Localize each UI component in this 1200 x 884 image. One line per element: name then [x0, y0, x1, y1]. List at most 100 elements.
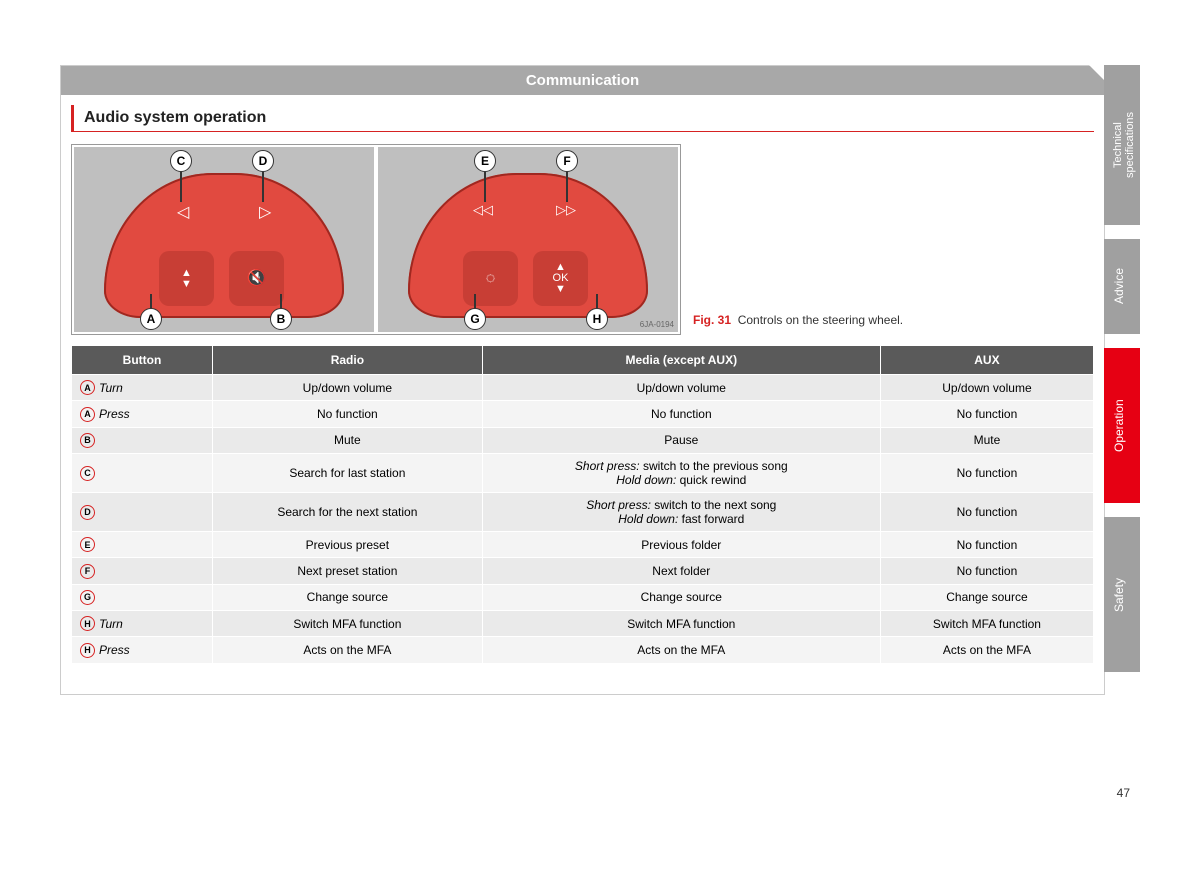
next-track-icon: ▷: [259, 202, 271, 222]
button-cell: G: [72, 585, 212, 610]
aux-cell: Mute: [881, 428, 1093, 453]
table-row: GChange sourceChange sourceChange source: [72, 585, 1093, 610]
tab-operation[interactable]: Operation: [1104, 348, 1140, 503]
letter-badge: F: [80, 564, 95, 579]
button-cell: H Turn: [72, 611, 212, 636]
letter-badge: E: [80, 537, 95, 552]
callout-h: H: [586, 294, 608, 330]
tab-advice[interactable]: Advice: [1104, 239, 1140, 334]
aux-cell: Up/down volume: [881, 375, 1093, 400]
radio-cell: Search for last station: [213, 454, 482, 492]
radio-cell: Switch MFA function: [213, 611, 482, 636]
media-cell: Short press: switch to the next songHold…: [483, 493, 880, 531]
letter-badge: A: [80, 407, 95, 422]
radio-cell: Up/down volume: [213, 375, 482, 400]
letter-badge: A: [80, 380, 95, 395]
page-header: Communication: [61, 66, 1104, 95]
letter-badge: H: [80, 643, 95, 658]
callout-c: C: [170, 150, 192, 202]
media-cell: Short press: switch to the previous song…: [483, 454, 880, 492]
vol-up-icon: ▲: [181, 268, 192, 279]
callout-a: A: [140, 294, 162, 330]
radio-cell: Next preset station: [213, 558, 482, 583]
media-cell: No function: [483, 401, 880, 426]
letter-badge: H: [80, 616, 95, 631]
col-media: Media (except AUX): [483, 346, 880, 374]
table-row: E Previous presetPrevious folderNo functi…: [72, 532, 1093, 557]
radio-cell: Mute: [213, 428, 482, 453]
media-cell: Pause: [483, 428, 880, 453]
radio-cell: Search for the next station: [213, 493, 482, 531]
table-row: F Next preset stationNext folderNo functi…: [72, 558, 1093, 583]
col-button: Button: [72, 346, 212, 374]
action-text: Press: [99, 643, 130, 657]
controls-table: Button Radio Media (except AUX) AUX A Tur…: [71, 345, 1094, 664]
aux-cell: No function: [881, 532, 1093, 557]
steering-control-right-image: ◌ ▲ OK ▼ ◁◁ ▷▷ E F G H 6JA-0194: [378, 147, 678, 332]
aux-cell: No function: [881, 454, 1093, 492]
tab-safety[interactable]: Safety: [1104, 517, 1140, 672]
aux-cell: No function: [881, 493, 1093, 531]
action-text: Turn: [99, 381, 123, 395]
aux-cell: No function: [881, 401, 1093, 426]
down-icon: ▼: [555, 284, 566, 295]
table-row: APressNo functionNo functionNo function: [72, 401, 1093, 426]
button-cell: D: [72, 493, 212, 531]
media-cell: Next folder: [483, 558, 880, 583]
callout-e: E: [474, 150, 496, 202]
radio-cell: Change source: [213, 585, 482, 610]
forward-icon: ▷▷: [556, 202, 576, 218]
vol-down-icon: ▼: [181, 279, 192, 290]
col-aux: AUX: [881, 346, 1093, 374]
media-cell: Up/down volume: [483, 375, 880, 400]
callout-f: F: [556, 150, 578, 202]
mute-icon: 🔇: [247, 271, 267, 287]
button-cell: A Press: [72, 401, 212, 426]
button-cell: C: [72, 454, 212, 492]
aux-cell: Change source: [881, 585, 1093, 610]
header-title: Communication: [526, 72, 639, 89]
aux-cell: No function: [881, 558, 1093, 583]
page-frame: Communication Audio system operation ▲ ▼…: [60, 65, 1105, 695]
table-row: H Turn Switch MFA functionSwitch MFA funct…: [72, 611, 1093, 636]
action-text: Turn: [99, 617, 123, 631]
table-body: ATurnUp/down volumeUp/down volumeUp/down…: [72, 375, 1093, 663]
letter-badge: G: [80, 590, 95, 605]
image-reference: 6JA-0194: [640, 320, 674, 329]
radio-cell: No function: [213, 401, 482, 426]
figure-row: ▲ ▼ 🔇 ◁ ▷ C D A B ◌: [71, 144, 1094, 335]
media-cell: Acts on the MFA: [483, 637, 880, 662]
letter-badge: B: [80, 433, 95, 448]
callout-b: B: [270, 294, 292, 330]
page-number: 47: [1117, 786, 1130, 800]
tab-technical-specifications[interactable]: Technical specifications: [1104, 65, 1140, 225]
sidebar-tabs: Technical specifications Advice Operatio…: [1104, 65, 1140, 672]
media-cell: Previous folder: [483, 532, 880, 557]
button-cell: B: [72, 428, 212, 453]
action-text: Press: [99, 407, 130, 421]
table-row: HPressActs on the MFAActs on the MFAActs…: [72, 637, 1093, 662]
figure-caption: Fig. 31 Controls on the steering wheel.: [689, 313, 903, 335]
prev-track-icon: ◁: [177, 202, 189, 222]
letter-badge: D: [80, 505, 95, 520]
media-cell: Switch MFA function: [483, 611, 880, 636]
rewind-icon: ◁◁: [473, 202, 493, 218]
table-header: Button Radio Media (except AUX) AUX: [72, 346, 1093, 374]
radio-cell: Previous preset: [213, 532, 482, 557]
figure-images: ▲ ▼ 🔇 ◁ ▷ C D A B ◌: [71, 144, 681, 335]
radio-cell: Acts on the MFA: [213, 637, 482, 662]
col-radio: Radio: [213, 346, 482, 374]
steering-control-left-image: ▲ ▼ 🔇 ◁ ▷ C D A B: [74, 147, 374, 332]
table-row: ATurnUp/down volumeUp/down volumeUp/down…: [72, 375, 1093, 400]
table-row: D Search for the next stationShort press:…: [72, 493, 1093, 531]
table-row: CSearch for last stationShort press: swi…: [72, 454, 1093, 492]
button-cell: E: [72, 532, 212, 557]
button-cell: H Press: [72, 637, 212, 662]
button-cell: F: [72, 558, 212, 583]
aux-cell: Acts on the MFA: [881, 637, 1093, 662]
content-area: Audio system operation ▲ ▼ 🔇 ◁ ▷ C: [61, 95, 1104, 694]
table-row: B MutePauseMute: [72, 428, 1093, 453]
callout-g: G: [464, 294, 486, 330]
section-title: Audio system operation: [71, 105, 1094, 132]
media-cell: Change source: [483, 585, 880, 610]
